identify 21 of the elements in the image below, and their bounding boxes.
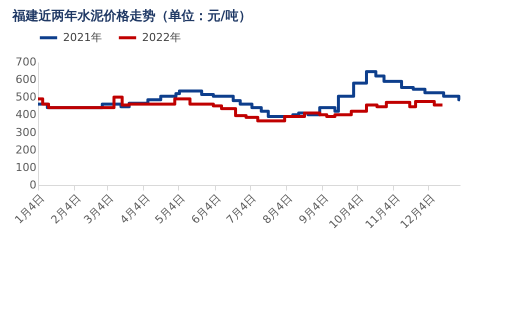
y-tick-label: 300: [16, 126, 36, 139]
y-tick-label: 200: [16, 143, 36, 156]
x-tick-label: 5月4日: [152, 192, 188, 226]
x-tick-label: 12月4日: [398, 192, 438, 232]
x-tick-label: 1月4日: [12, 192, 47, 226]
x-tick-label: 2月4日: [48, 192, 84, 226]
legend-label: 2021年: [63, 30, 102, 44]
x-tick-label: 7月4日: [224, 192, 259, 226]
chart-title: 福建近两年水泥价格走势（单位：元/吨）: [12, 8, 252, 24]
y-tick-label: 500: [16, 90, 36, 104]
legend-label: 2022年: [142, 30, 181, 44]
y-tick-label: 400: [16, 108, 36, 122]
x-tick-label: 8月4日: [260, 192, 295, 226]
x-tick-label: 4月4日: [118, 192, 152, 226]
x-tick-label: 3月4日: [81, 192, 116, 226]
x-tick-label: 10月4日: [326, 192, 366, 232]
y-tick-label: 700: [16, 56, 36, 68]
y-tick-label: 600: [16, 73, 36, 86]
x-tick-label: 6月4日: [188, 192, 224, 226]
y-tick-label: 0: [30, 178, 36, 192]
y-tick-label: 100: [16, 160, 36, 174]
